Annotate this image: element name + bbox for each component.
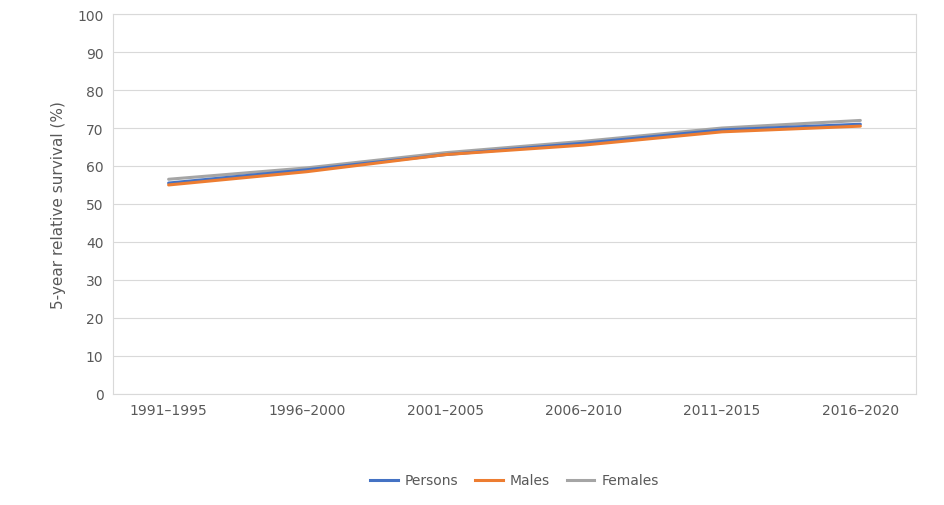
- Males: [301, 169, 312, 175]
- Males: [440, 153, 451, 159]
- Females: [716, 126, 728, 132]
- Males: [578, 143, 589, 149]
- Persons: [163, 181, 175, 187]
- Persons: [854, 122, 866, 128]
- Females: [301, 166, 312, 172]
- Females: [578, 139, 589, 145]
- Females: [163, 177, 175, 183]
- Persons: [716, 128, 728, 134]
- Line: Males: Males: [169, 127, 860, 185]
- Persons: [440, 153, 451, 159]
- Line: Persons: Persons: [169, 125, 860, 184]
- Legend: Persons, Males, Females: Persons, Males, Females: [364, 468, 665, 493]
- Males: [716, 129, 728, 135]
- Males: [163, 182, 175, 188]
- Females: [440, 150, 451, 157]
- Line: Females: Females: [169, 121, 860, 180]
- Persons: [578, 141, 589, 147]
- Persons: [301, 168, 312, 174]
- Females: [854, 118, 866, 124]
- Y-axis label: 5-year relative survival (%): 5-year relative survival (%): [51, 101, 66, 308]
- Males: [854, 124, 866, 130]
